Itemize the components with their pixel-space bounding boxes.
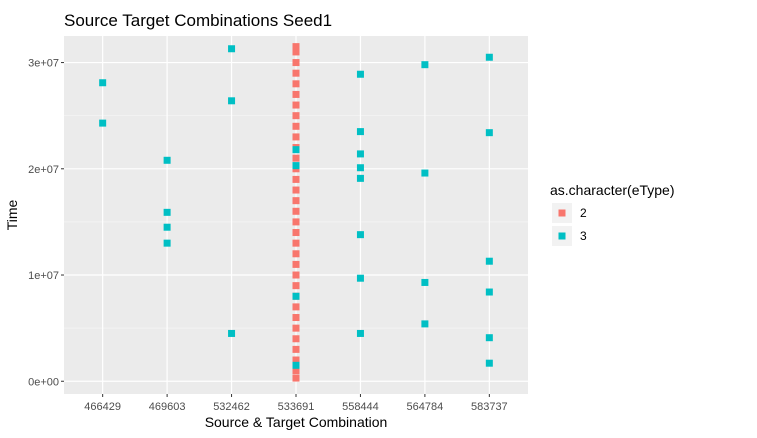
data-point [292,314,300,322]
data-point [421,61,429,69]
data-point [292,367,300,375]
data-point [292,250,300,258]
data-point [292,48,300,56]
chart-title: Source Target Combinations Seed1 [64,11,332,30]
data-point [228,97,236,105]
data-point [421,320,429,328]
data-point [163,239,171,247]
legend-key [558,209,566,217]
y-tick-label: 3e+07 [28,58,59,70]
data-point [292,374,300,382]
data-point [292,112,300,120]
data-point [356,231,364,239]
data-point [163,156,171,164]
x-tick-label: 532462 [213,401,250,413]
data-point [292,90,300,98]
data-point [421,169,429,177]
data-point [292,282,300,290]
legend: as.character(eType) 23 [550,182,675,246]
x-tick-label: 558444 [342,401,379,413]
series-2 [292,43,300,382]
x-tick-label: 533691 [278,401,315,413]
data-point [292,80,300,88]
x-tick-label: 583737 [471,401,508,413]
y-tick-label: 1e+07 [28,270,59,282]
data-point [292,162,300,170]
y-tick-label: 0e+00 [28,376,59,388]
data-point [228,45,236,53]
data-point [292,207,300,215]
data-point [356,150,364,158]
data-point [292,335,300,343]
data-point [292,69,300,77]
legend-label: 3 [580,229,587,243]
data-point [292,361,300,369]
data-point [292,239,300,247]
data-point [485,359,493,367]
data-point [99,119,107,127]
legend-key [558,232,566,240]
series-3 [99,45,493,369]
x-tick-label: 466429 [84,401,121,413]
data-point [292,59,300,67]
data-point [421,278,429,286]
x-tick-label: 469603 [149,401,186,413]
data-point [356,128,364,136]
x-axis-ticks: 466429 469603 532462 533691 558444 564784 5837… [84,394,508,413]
y-axis-title: Time [4,199,20,230]
data-point [292,229,300,237]
legend-items: 23 [552,203,587,246]
data-point [485,129,493,137]
data-point [292,324,300,332]
data-point [292,260,300,268]
data-point [292,218,300,226]
data-point [485,334,493,342]
data-point [292,154,300,162]
legend-title: as.character(eType) [550,182,675,198]
data-point [356,174,364,182]
y-axis-ticks: 0e+00 1e+07 2e+07 3e+07 [28,58,64,388]
data-point [485,257,493,265]
data-point [292,122,300,130]
data-point [292,345,300,353]
data-point [292,133,300,141]
data-point [292,43,300,51]
y-tick-label: 2e+07 [28,164,59,176]
data-point [163,223,171,231]
data-points [99,43,493,382]
data-point [292,197,300,205]
data-point [292,271,300,279]
data-point [292,146,300,154]
data-point [292,356,300,364]
legend-label: 2 [580,206,587,220]
data-point [228,329,236,337]
data-point [163,208,171,216]
data-point [99,79,107,87]
data-point [485,53,493,61]
data-point [292,101,300,109]
x-axis-title: Source & Target Combination [205,414,388,430]
data-point [292,292,300,300]
data-point [356,70,364,78]
data-point [485,288,493,296]
data-point [292,186,300,194]
data-point [292,175,300,183]
data-point [292,303,300,311]
data-point [356,164,364,172]
x-tick-label: 564784 [407,401,444,413]
data-point [356,329,364,337]
data-point [356,274,364,282]
